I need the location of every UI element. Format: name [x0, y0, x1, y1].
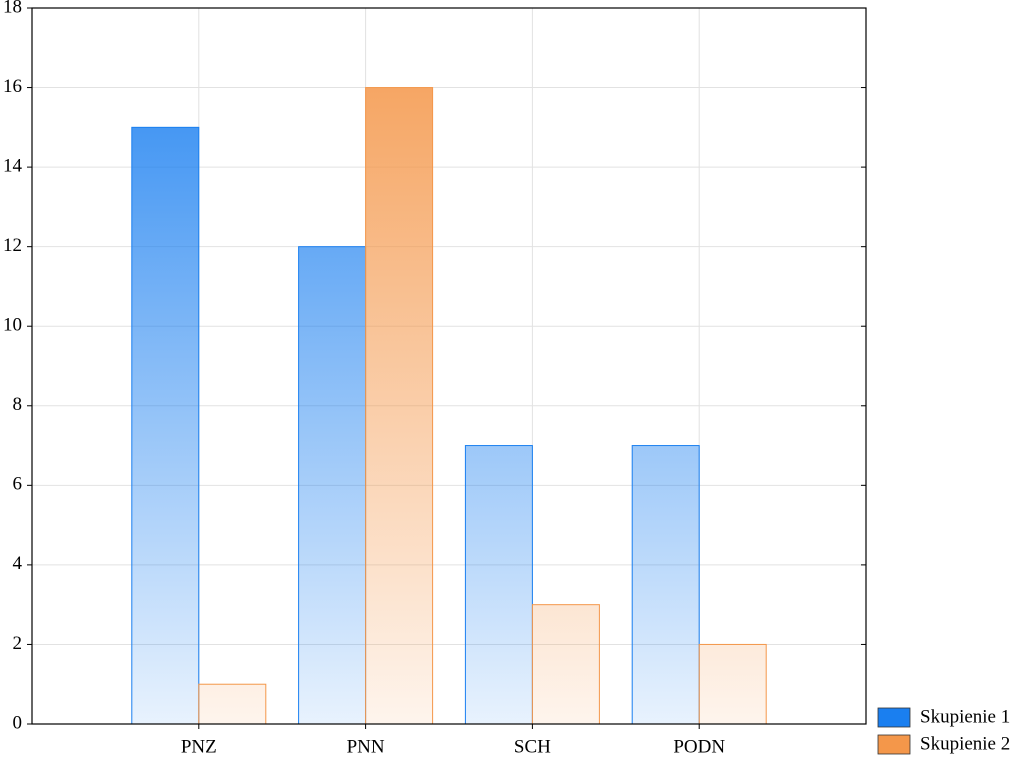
legend-swatch — [877, 707, 911, 728]
bar — [131, 126, 200, 725]
y-tick-label: 8 — [13, 394, 23, 415]
y-tick-label: 10 — [3, 315, 22, 336]
plot-frame — [31, 7, 867, 725]
y-tick-label: 18 — [3, 0, 22, 17]
x-tick-label: PODN — [673, 736, 725, 757]
bar — [365, 87, 434, 725]
bar — [531, 604, 600, 725]
bar — [631, 445, 700, 725]
x-tick-label: PNZ — [181, 736, 217, 757]
bar — [698, 643, 767, 725]
legend-swatch — [877, 734, 911, 755]
y-tick-label: 0 — [13, 712, 23, 733]
y-tick-label: 14 — [3, 155, 23, 176]
x-tick-label: SCH — [514, 736, 551, 757]
bar — [298, 246, 367, 725]
y-tick-label: 2 — [13, 633, 23, 654]
y-tick-label: 12 — [3, 235, 22, 256]
y-tick-label: 6 — [13, 474, 23, 495]
bar — [198, 683, 267, 725]
y-tick-label: 4 — [13, 553, 23, 574]
x-tick-label: PNN — [347, 736, 385, 757]
legend-label: Skupienie 1 — [920, 706, 1010, 727]
legend-label: Skupienie 2 — [920, 733, 1010, 754]
y-tick-label: 16 — [3, 76, 22, 97]
bar — [464, 445, 533, 725]
